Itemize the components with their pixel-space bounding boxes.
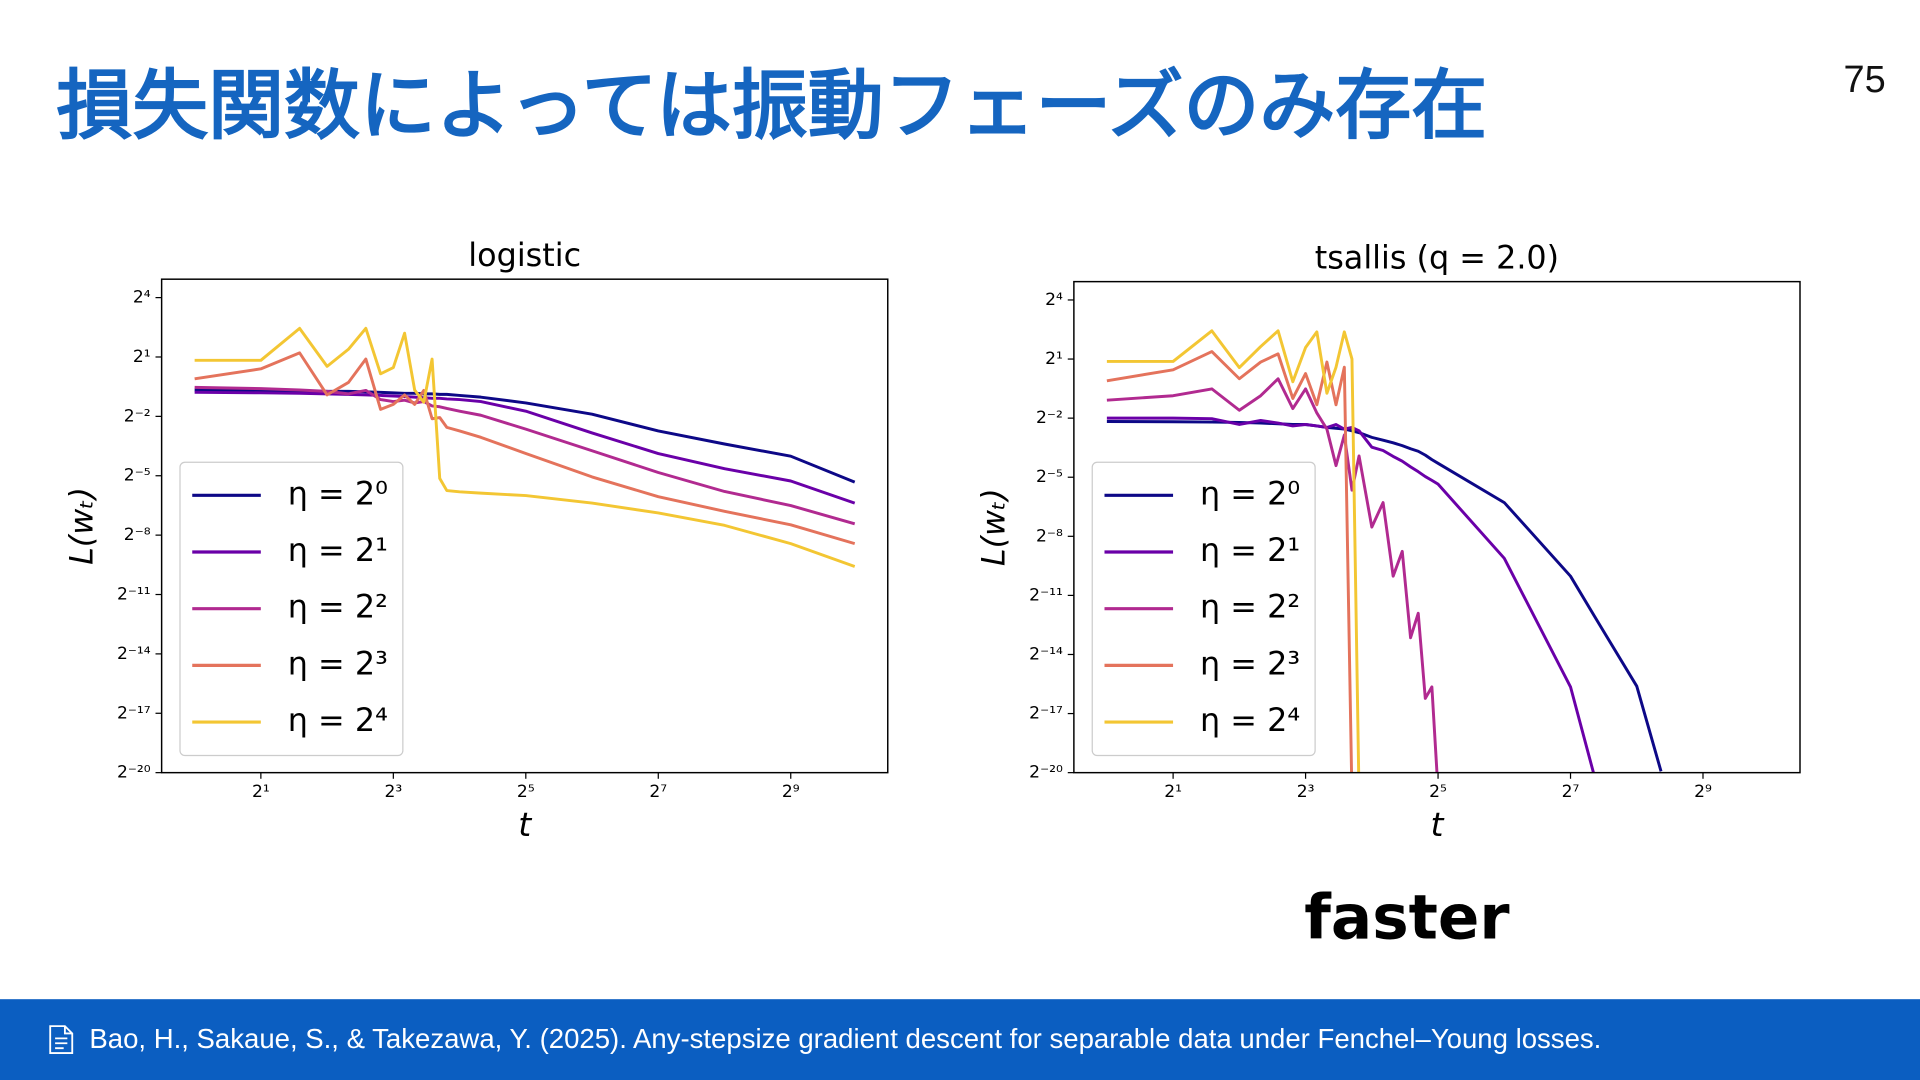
x-tick-label: 2⁵ bbox=[517, 782, 535, 802]
legend: η = 2⁰ η = 2¹ η = 2² η = 2³ η = 2⁴ bbox=[1091, 461, 1316, 757]
chart-title: logistic bbox=[468, 236, 581, 274]
plot-area bbox=[1106, 329, 1663, 773]
x-tick-label: 2⁷ bbox=[1562, 782, 1580, 802]
data-line bbox=[194, 390, 856, 505]
x-tick-label: 2⁵ bbox=[1429, 782, 1447, 802]
chart: logistic t L(wₜ) 2⁴ 2¹ 2⁻² 2⁻⁵ 2⁻⁸ 2⁻¹¹ 2⁻¹⁴ 2⁻¹⁷ 2… bbox=[62, 236, 889, 844]
plot-area bbox=[194, 326, 856, 568]
y-tick-label: 2⁻¹⁴ bbox=[1029, 644, 1063, 664]
x-tick-label: 2⁷ bbox=[649, 782, 667, 802]
legend-label: η = 2⁰ bbox=[288, 474, 388, 512]
y-tick-label: 2⁻¹¹ bbox=[117, 585, 151, 605]
y-tick-label: 2⁻² bbox=[1036, 408, 1063, 428]
data-line bbox=[194, 326, 856, 568]
y-tick-label: 2⁻² bbox=[124, 406, 151, 426]
legend-label: η = 2¹ bbox=[288, 531, 388, 569]
legend-label: η = 2⁴ bbox=[1200, 701, 1300, 739]
page-number: 75 bbox=[1844, 59, 1886, 101]
x-tick-label: 2¹ bbox=[1164, 782, 1182, 802]
legend-box bbox=[1091, 461, 1316, 757]
document-icon bbox=[49, 1025, 74, 1054]
x-tick-label: 2¹ bbox=[252, 782, 270, 802]
y-tick-label: 2⁻¹⁷ bbox=[117, 703, 151, 723]
data-line bbox=[1106, 416, 1595, 773]
annotation: faster bbox=[1304, 883, 1510, 954]
y-tick-label: 2⁴ bbox=[1045, 290, 1063, 310]
data-line bbox=[1106, 420, 1663, 772]
data-line bbox=[1106, 350, 1354, 773]
chart-title: tsallis (q = 2.0) bbox=[1315, 239, 1559, 277]
footer-bar bbox=[0, 999, 1920, 1080]
legend-label: η = 2⁰ bbox=[1200, 474, 1300, 512]
x-tick-label: 2³ bbox=[384, 782, 402, 802]
y-tick-label: 2⁻⁵ bbox=[1036, 467, 1063, 487]
y-tick-label: 2⁻¹¹ bbox=[1029, 585, 1063, 605]
y-tick-label: 2⁻⁵ bbox=[124, 466, 151, 486]
legend-box bbox=[179, 461, 404, 757]
data-line bbox=[194, 351, 856, 546]
legend: η = 2⁰ η = 2¹ η = 2² η = 2³ η = 2⁴ bbox=[179, 461, 404, 757]
legend-label: η = 2¹ bbox=[1200, 531, 1300, 569]
y-axis-label: L(wₜ) bbox=[62, 487, 100, 565]
data-line bbox=[1106, 329, 1361, 773]
axes-frame bbox=[1073, 280, 1801, 774]
y-tick-label: 2⁴ bbox=[133, 288, 151, 308]
axes-frame bbox=[160, 278, 889, 774]
x-tick-label: 2⁹ bbox=[782, 782, 800, 802]
y-axis-label: L(wₜ) bbox=[975, 488, 1013, 566]
x-axis-label: t bbox=[1430, 805, 1444, 844]
y-tick-label: 2⁻⁸ bbox=[1036, 526, 1063, 546]
y-tick-label: 2⁻²⁰ bbox=[117, 763, 151, 783]
y-tick-label: 2⁻⁸ bbox=[124, 525, 151, 545]
y-tick-label: 2⁻²⁰ bbox=[1029, 763, 1063, 783]
x-tick-label: 2³ bbox=[1297, 782, 1315, 802]
slide-title: 損失関数によっては振動フェーズのみ存在 bbox=[56, 62, 1487, 150]
y-tick-label: 2⁻¹⁷ bbox=[1029, 704, 1063, 724]
y-tick-label: 2⁻¹⁴ bbox=[117, 644, 151, 664]
legend-label: η = 2³ bbox=[1200, 644, 1300, 682]
x-axis-label: t bbox=[518, 805, 532, 844]
x-tick-label: 2⁹ bbox=[1694, 782, 1712, 802]
y-tick-label: 2¹ bbox=[1045, 349, 1063, 369]
y-tick-label: 2¹ bbox=[133, 347, 151, 367]
legend-label: η = 2³ bbox=[288, 644, 388, 682]
footer-citation: Bao, H., Sakaue, S., & Takezawa, Y. (202… bbox=[89, 1023, 1601, 1054]
chart: tsallis (q = 2.0) t L(wₜ) 2⁴ 2¹ 2⁻² 2⁻⁵ 2⁻⁸ 2⁻¹¹… bbox=[975, 239, 1801, 844]
legend-label: η = 2² bbox=[288, 588, 388, 626]
legend-label: η = 2⁴ bbox=[288, 701, 388, 739]
legend-label: η = 2² bbox=[1200, 588, 1300, 626]
